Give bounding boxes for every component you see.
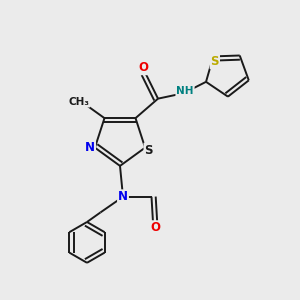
Text: N: N — [118, 190, 128, 203]
Text: O: O — [150, 221, 161, 234]
Text: NH: NH — [176, 86, 194, 96]
Text: CH₃: CH₃ — [68, 97, 89, 106]
Text: N: N — [85, 141, 95, 154]
Text: O: O — [138, 61, 148, 74]
Text: S: S — [211, 55, 219, 68]
Text: S: S — [145, 144, 153, 157]
